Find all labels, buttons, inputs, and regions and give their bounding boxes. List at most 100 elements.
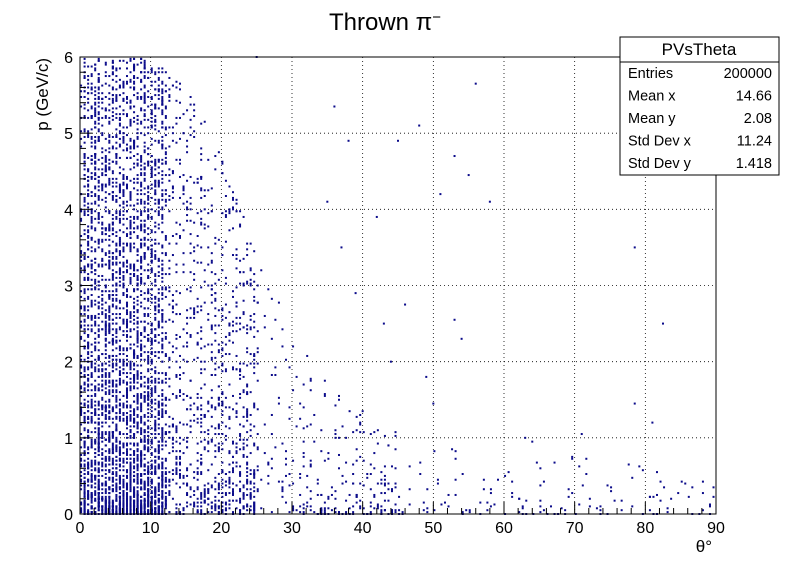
scatter-point — [143, 193, 146, 196]
scatter-point — [147, 505, 150, 508]
scatter-point — [83, 309, 86, 312]
scatter-point — [115, 276, 118, 279]
scatter-point — [217, 278, 220, 281]
scatter-point — [90, 438, 93, 441]
scatter-point — [94, 370, 97, 373]
scatter-point — [133, 322, 136, 325]
scatter-point — [168, 290, 171, 293]
scatter-point — [239, 433, 242, 436]
scatter-point — [585, 457, 588, 460]
scatter-point — [200, 511, 203, 514]
scatter-point — [302, 406, 305, 409]
scatter-point — [239, 396, 242, 399]
scatter-point — [426, 488, 429, 491]
scatter-point — [118, 189, 121, 192]
scatter-point — [129, 360, 132, 363]
scatter-point — [157, 185, 160, 188]
scatter-point — [129, 156, 132, 159]
scatter-point — [210, 288, 213, 291]
scatter-point — [193, 493, 196, 496]
scatter-point — [235, 330, 238, 333]
scatter-point — [136, 316, 139, 319]
scatter-point — [186, 446, 189, 449]
scatter-point — [104, 116, 107, 119]
scatter-point — [217, 343, 220, 346]
scatter-point — [228, 415, 231, 418]
scatter-point — [136, 354, 139, 357]
scatter-point — [136, 459, 139, 462]
scatter-point — [111, 297, 114, 300]
scatter-point — [147, 90, 150, 93]
scatter-point — [157, 160, 160, 163]
scatter-point — [87, 185, 90, 188]
scatter-point — [133, 459, 136, 462]
scatter-point — [122, 330, 125, 333]
scatter-point — [90, 82, 93, 85]
scatter-point — [221, 410, 224, 413]
scatter-point — [125, 97, 128, 100]
scatter-point — [87, 415, 90, 418]
scatter-point — [83, 383, 86, 386]
scatter-point — [140, 122, 143, 125]
scatter-point — [87, 417, 90, 420]
scatter-point — [133, 290, 136, 293]
scatter-point — [87, 314, 90, 317]
scatter-point — [140, 320, 143, 323]
scatter-point — [200, 217, 203, 220]
scatter-point — [239, 497, 242, 500]
scatter-point — [133, 147, 136, 150]
scatter-point — [87, 242, 90, 245]
scatter-point — [115, 67, 118, 70]
scatter-point — [111, 366, 114, 369]
scatter-point — [87, 429, 90, 432]
scatter-point — [217, 492, 220, 495]
scatter-point — [90, 195, 93, 198]
scatter-point — [104, 473, 107, 476]
scatter-point — [299, 505, 302, 508]
scatter-point — [203, 345, 206, 348]
scatter-point — [408, 503, 411, 506]
scatter-point — [129, 276, 132, 279]
scatter-point — [143, 206, 146, 209]
scatter-point — [154, 181, 157, 184]
scatter-point — [97, 423, 100, 426]
scatter-point — [83, 107, 86, 110]
scatter-point — [118, 267, 121, 270]
scatter-point — [111, 381, 114, 384]
scatter-point — [90, 135, 93, 138]
scatter-point — [122, 442, 125, 445]
scatter-point — [125, 200, 128, 203]
scatter-point — [115, 290, 118, 293]
scatter-point — [104, 406, 107, 409]
scatter-point — [108, 168, 111, 171]
scatter-point — [118, 379, 121, 382]
scatter-point — [246, 463, 249, 466]
scatter-point — [118, 313, 121, 316]
scatter-point — [118, 185, 121, 188]
scatter-point — [140, 219, 143, 222]
scatter-point — [136, 341, 139, 344]
scatter-point — [136, 345, 139, 348]
scatter-point — [161, 381, 164, 384]
scatter-point — [118, 229, 121, 232]
scatter-point — [196, 501, 199, 504]
scatter-point — [94, 177, 97, 180]
scatter-point — [108, 507, 111, 510]
scatter-point — [122, 206, 125, 209]
scatter-point — [104, 155, 107, 158]
scatter-point — [97, 280, 100, 283]
scatter-point — [161, 120, 164, 123]
scatter-point — [108, 278, 111, 281]
scatter-point — [129, 453, 132, 456]
scatter-point — [242, 497, 245, 500]
scatter-point — [231, 493, 234, 496]
scatter-point — [239, 509, 242, 512]
scatter-point — [168, 471, 171, 474]
scatter-point — [175, 122, 178, 125]
scatter-point — [115, 438, 118, 441]
scatter-point — [203, 269, 206, 272]
scatter-point — [118, 398, 121, 401]
scatter-point — [147, 76, 150, 79]
scatter-point — [157, 71, 160, 74]
scatter-point — [228, 482, 231, 485]
